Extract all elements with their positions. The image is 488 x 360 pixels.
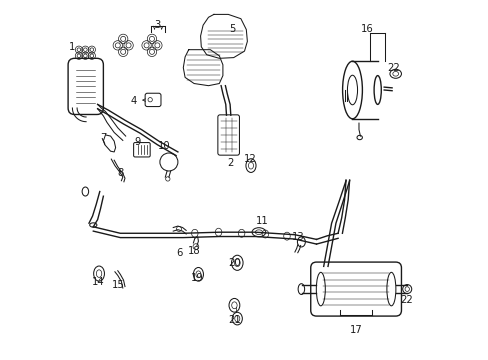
Text: 14: 14 (91, 276, 104, 287)
Text: 3: 3 (154, 20, 160, 30)
Text: 22: 22 (386, 63, 400, 73)
Text: 9: 9 (135, 137, 141, 147)
Text: 22: 22 (399, 294, 412, 305)
Text: 4: 4 (131, 96, 137, 106)
Text: 5: 5 (228, 24, 235, 34)
Text: 11: 11 (255, 216, 267, 226)
Text: 21: 21 (227, 315, 240, 325)
Text: 6: 6 (175, 248, 182, 258)
Text: 19: 19 (190, 273, 203, 283)
Text: 10: 10 (158, 141, 170, 151)
Text: 12: 12 (243, 154, 256, 164)
Text: 8: 8 (117, 168, 123, 178)
Text: 20: 20 (227, 258, 240, 268)
Text: 1: 1 (69, 42, 76, 52)
Text: 15: 15 (111, 280, 124, 290)
Text: 16: 16 (360, 24, 372, 34)
Text: 2: 2 (226, 158, 233, 168)
Text: 13: 13 (292, 232, 304, 242)
Text: 18: 18 (187, 246, 200, 256)
Text: 17: 17 (349, 325, 362, 336)
Text: 7: 7 (100, 133, 106, 143)
